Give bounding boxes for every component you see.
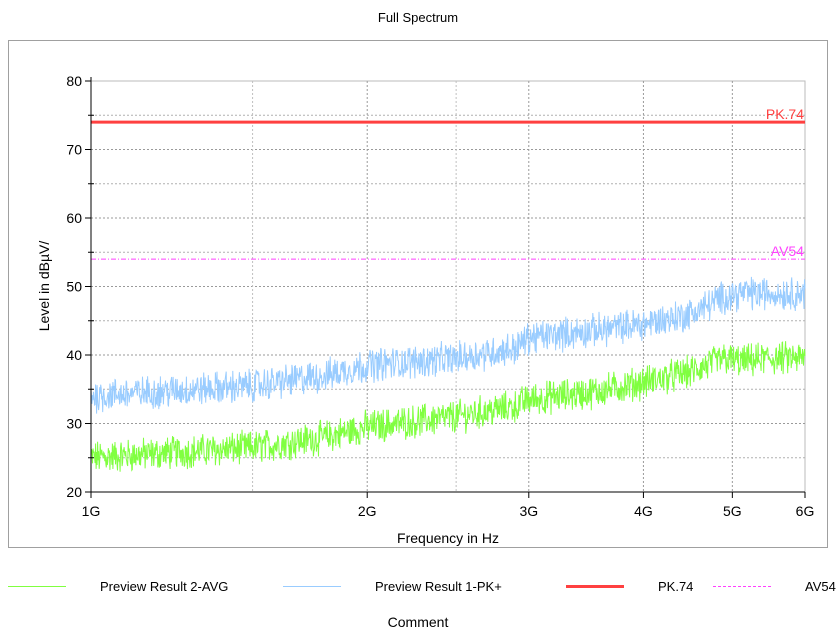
x-tick-label: 5G: [723, 503, 742, 519]
legend-label: AV54: [805, 578, 836, 594]
y-tick-label: 20: [66, 484, 82, 500]
series-line-0: [90, 341, 806, 472]
y-tick-label: 70: [66, 142, 82, 158]
legend-swatch: [566, 584, 624, 588]
legend-item: Preview Result 2-AVG: [8, 574, 228, 598]
y-tick-label: 60: [66, 210, 82, 226]
legend-swatch: [283, 585, 341, 587]
grid-lines: [91, 81, 805, 492]
y-tick-label: 40: [66, 347, 82, 363]
x-tick-label: 2G: [358, 503, 377, 519]
legend-item: Preview Result 1-PK+: [283, 574, 502, 598]
legend-swatch: [8, 585, 66, 587]
legend-swatch: [713, 585, 771, 587]
y-tick-label: 50: [66, 279, 82, 295]
legend-item: AV54: [713, 574, 836, 598]
legend-label: PK.74: [658, 578, 694, 594]
legend-label: Preview Result 1-PK+: [375, 578, 502, 594]
chart-title: Full Spectrum: [377, 10, 459, 25]
y-axis-label: Level in dBµV/: [36, 241, 52, 332]
spectrum-chart: PK.74 AV54 20 30 40 50 60 70 80 1G 2G 3G 4G 5G 6G Fre…: [36, 73, 814, 546]
legend-label: Preview Result 2-AVG: [100, 578, 229, 594]
axes: 20 30 40 50 60 70 80 1G 2G 3G 4G 5G 6G: [66, 73, 814, 519]
x-tick-label: 6G: [796, 503, 815, 519]
y-tick-label: 80: [66, 73, 82, 89]
x-tick-label: 3G: [519, 503, 538, 519]
plot-frame: [8, 40, 828, 548]
x-tick-label: 1G: [82, 503, 101, 519]
limit-annotation: AV54: [771, 243, 804, 259]
x-axis-label: Frequency in Hz: [397, 530, 499, 546]
x-tick-label: 4G: [634, 503, 653, 519]
comment-label: Comment: [387, 614, 449, 630]
series-layer: PK.74 AV54: [90, 106, 806, 472]
legend: Preview Result 2-AVG Preview Result 1-PK+…: [0, 574, 836, 604]
y-tick-label: 30: [66, 416, 82, 432]
limit-annotation: PK.74: [766, 106, 804, 122]
series-line-1: [90, 276, 806, 414]
legend-item: PK.74: [566, 574, 693, 598]
